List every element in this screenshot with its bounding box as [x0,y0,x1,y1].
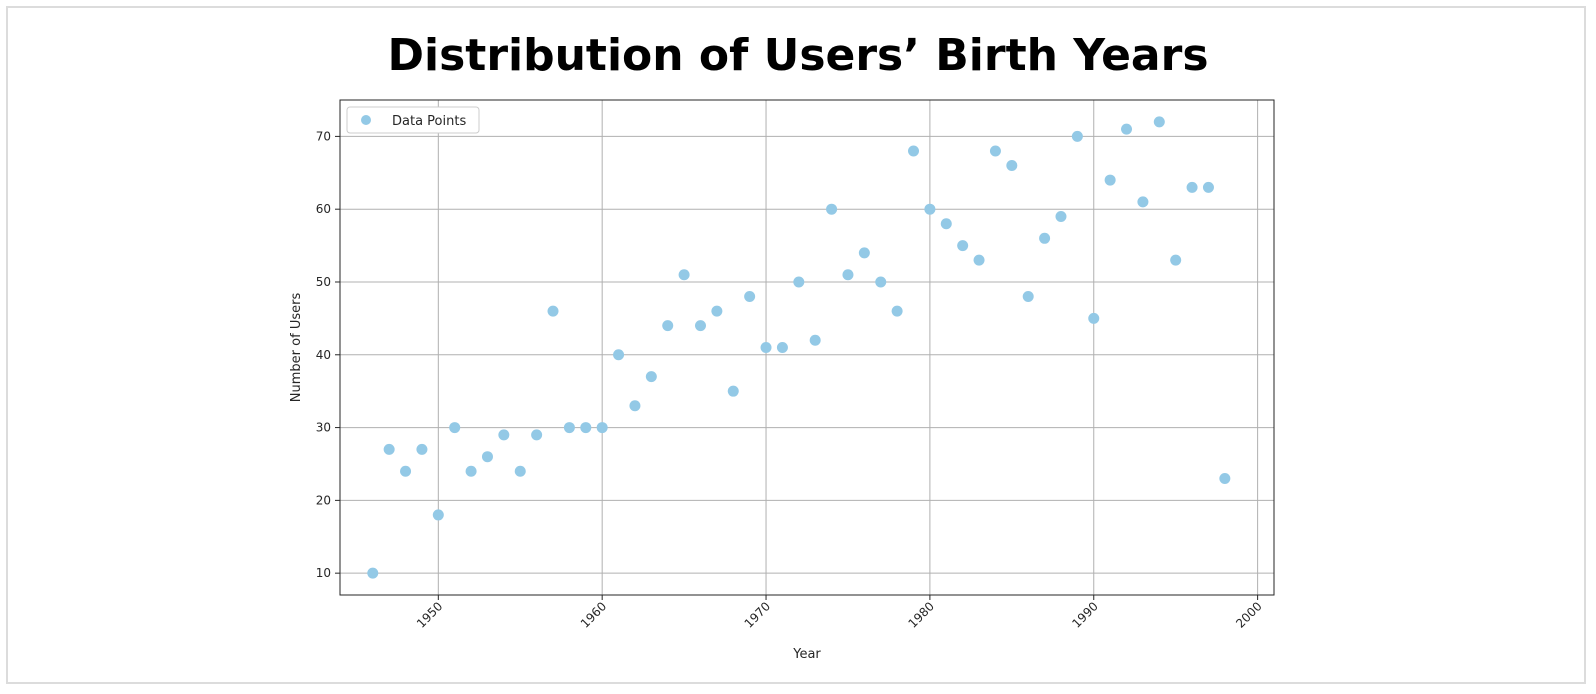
data-point [793,276,805,288]
data-point [547,305,559,317]
data-point [662,320,674,332]
y-tick-label: 40 [316,348,331,362]
y-axis-label: Number of Users [289,293,304,403]
data-point [826,203,838,215]
x-tick-label: 1990 [1069,599,1100,630]
x-tick-label: 1950 [414,599,445,630]
data-point [711,305,723,317]
data-point [1071,130,1083,142]
data-point [973,254,985,266]
data-point [498,429,510,441]
legend-box [346,106,480,134]
y-tick-label: 30 [316,421,331,435]
data-point [858,247,870,259]
chart-title: Distribution of Users’ Birth Years [387,30,1209,81]
x-tick-label: 1960 [578,599,609,630]
x-tick-label: 2000 [1233,599,1264,630]
data-point [1170,254,1182,266]
legend-entry-data-points: Data Points [392,114,466,129]
data-points [367,116,1231,579]
data-point [1153,116,1165,128]
data-point [465,465,477,477]
y-tick-label: 20 [316,493,331,507]
data-point [727,385,739,397]
data-point [908,145,920,157]
data-point [776,342,788,353]
data-point [596,422,608,434]
data-point [678,269,690,281]
data-point [1055,210,1067,222]
chart-frame: Distribution of Users’ Birth Years 1950 1… [6,6,1586,684]
y-tick-label: 50 [316,275,331,289]
y-tick-label: 10 [316,566,331,580]
x-axis-label: Year [792,647,821,662]
data-point [580,422,592,434]
y-tick-label: 70 [316,129,331,143]
data-point [1219,473,1231,485]
data-point [645,371,657,383]
y-axis-ticks: 10 20 30 40 50 60 70 [316,129,340,580]
data-point [957,240,969,252]
data-point [842,269,854,281]
data-point [1022,291,1034,303]
data-point [629,400,641,412]
data-point [1137,196,1149,208]
data-point [809,334,821,346]
legend-marker [361,115,371,125]
x-axis-ticks: 1950 1960 1970 1980 1990 2000 [414,595,1265,631]
data-point [875,276,887,288]
data-point [694,320,706,332]
data-point [1202,181,1214,193]
data-point [1186,181,1198,193]
data-point [563,422,575,434]
data-point [400,465,412,477]
data-point [531,429,543,441]
data-point [989,145,1001,157]
data-point [416,443,428,455]
data-point [760,342,772,353]
data-point [449,422,461,434]
data-point [744,291,756,303]
data-point [1121,123,1133,135]
data-point [481,451,493,463]
data-point [891,305,903,317]
data-point [1006,160,1018,172]
scatter-chart: 1950 1960 1970 1980 1990 2000 10203040506070 … [289,99,1275,662]
grid-lines [340,100,1274,595]
plot-area-border [339,99,1275,596]
data-point [1088,312,1100,324]
x-tick-label: 1970 [742,599,773,630]
data-point [924,203,936,215]
data-point [1104,174,1116,186]
y-tick-label: 60 [316,202,331,216]
x-tick-label: 1980 [906,599,937,630]
data-point [613,349,625,361]
legend: Data Points [346,106,480,134]
data-point [367,567,379,579]
data-point [432,509,444,521]
data-point [1039,232,1051,244]
data-point [940,218,952,230]
data-point [383,443,395,455]
data-point [514,465,526,477]
